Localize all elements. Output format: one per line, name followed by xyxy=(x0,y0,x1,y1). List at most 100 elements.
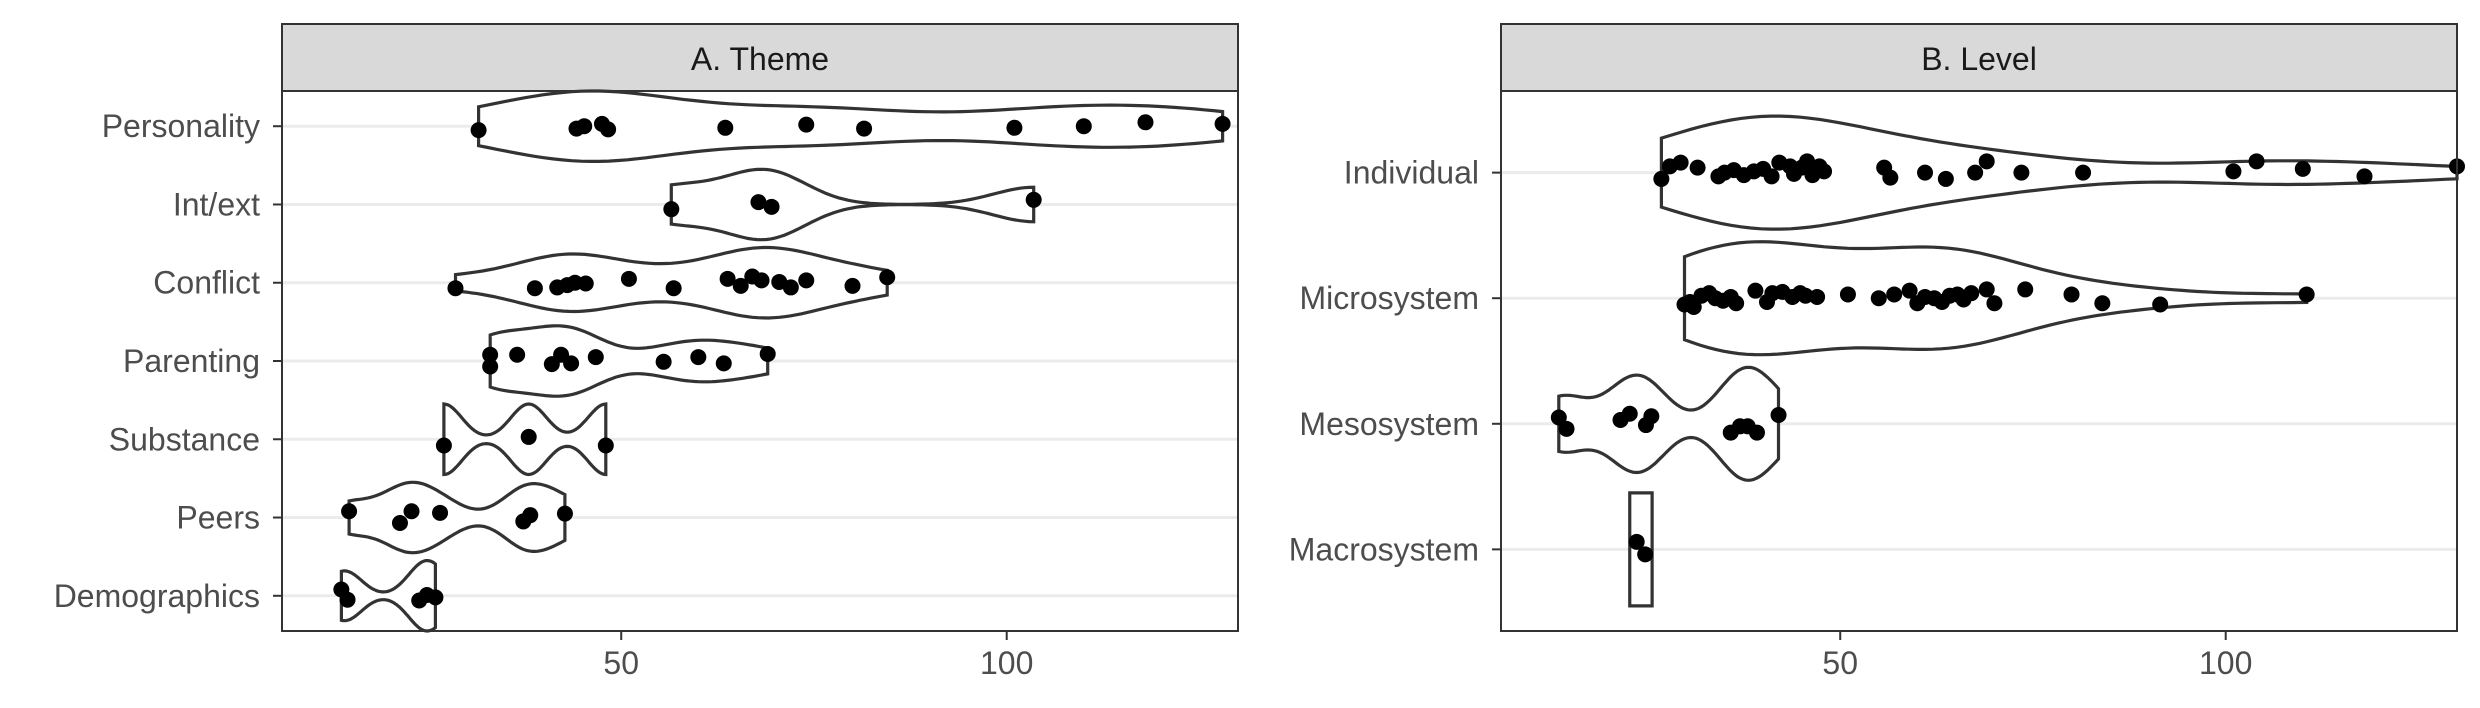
panel-title-theme: A. Theme xyxy=(691,41,829,77)
point-individual-31 xyxy=(2356,168,2373,185)
point-conflict-2 xyxy=(526,280,543,297)
point-individual-24 xyxy=(1967,164,1984,181)
point-microsystem-35 xyxy=(2152,296,2169,313)
point-mesosystem-10 xyxy=(1748,424,1765,441)
point-individual-3 xyxy=(1672,154,1689,171)
y-tick-label-individual: Individual xyxy=(1344,155,1479,191)
y-tick-label-mesosystem: Mesosystem xyxy=(1299,406,1479,442)
point-peers-1 xyxy=(341,503,358,520)
panel-theme: A. Theme 50 100 Personality Int/ext Conflict… xyxy=(54,23,1239,681)
point-microsystem-9 xyxy=(1728,295,1745,312)
point-conflict-16 xyxy=(844,277,861,294)
point-individual-11 xyxy=(1763,168,1780,185)
point-conflict-10 xyxy=(732,277,749,294)
point-personality-1 xyxy=(470,122,487,139)
point-microsystem-18 xyxy=(1839,286,1856,303)
point-parenting-3 xyxy=(509,346,526,363)
point-individual-26 xyxy=(2013,164,2030,181)
point-parenting-6 xyxy=(563,355,580,372)
x-tick-label-50: 50 xyxy=(603,645,639,681)
panel-title-level: B. Level xyxy=(1921,41,2037,77)
point-microsystem-20 xyxy=(1886,286,1903,303)
x-tick-label-100: 100 xyxy=(2199,645,2252,681)
point-macrosystem-1 xyxy=(1628,533,1645,550)
point-substance-2 xyxy=(520,428,537,445)
point-individual-1 xyxy=(1653,170,1670,187)
violin-parenting xyxy=(488,324,770,398)
point-microsystem-29 xyxy=(1963,285,1980,302)
point-conflict-6 xyxy=(577,275,594,292)
point-int-ext-2 xyxy=(750,194,767,211)
point-parenting-2 xyxy=(482,358,499,375)
point-individual-19 xyxy=(1816,163,1833,180)
x-tick-label-100: 100 xyxy=(980,645,1033,681)
point-parenting-7 xyxy=(587,349,604,366)
point-microsystem-21 xyxy=(1901,282,1918,299)
point-conflict-17 xyxy=(879,269,896,286)
point-personality-6 xyxy=(717,119,734,136)
point-mesosystem-2 xyxy=(1558,420,1575,437)
y-tick-label-substance: Substance xyxy=(109,421,260,457)
strip-level xyxy=(1500,23,2458,92)
point-int-ext-4 xyxy=(1025,191,1042,208)
point-conflict-15 xyxy=(798,272,815,289)
point-individual-30 xyxy=(2294,160,2311,177)
y-tick-label-conflict: Conflict xyxy=(153,265,260,301)
point-microsystem-31 xyxy=(1986,295,2003,312)
point-microsystem-30 xyxy=(1978,281,1995,298)
y-tick-label-int-ext: Int/ext xyxy=(173,186,260,222)
y-tick-label-personality: Personality xyxy=(102,108,260,144)
point-substance-3 xyxy=(597,437,614,454)
point-peers-3 xyxy=(403,503,420,520)
point-microsystem-17 xyxy=(1809,288,1826,305)
point-parenting-10 xyxy=(715,355,732,372)
point-personality-11 xyxy=(1137,114,1154,131)
point-demographics-2 xyxy=(339,591,356,608)
point-microsystem-36 xyxy=(2298,286,2315,303)
point-parenting-9 xyxy=(690,349,707,366)
y-tick-label-microsystem: Microsystem xyxy=(1299,280,1479,316)
point-parenting-8 xyxy=(655,353,672,370)
point-personality-10 xyxy=(1075,118,1092,135)
point-conflict-9 xyxy=(719,270,736,287)
y-tick-label-macrosystem: Macrosystem xyxy=(1289,531,1479,567)
panel-border-level xyxy=(1500,90,2458,632)
point-conflict-14 xyxy=(782,279,799,296)
point-int-ext-3 xyxy=(763,198,780,215)
point-macrosystem-2 xyxy=(1637,546,1654,563)
point-personality-9 xyxy=(1006,119,1023,136)
point-microsystem-19 xyxy=(1870,290,1887,307)
point-conflict-12 xyxy=(753,272,770,289)
violin-peers xyxy=(347,480,567,555)
point-individual-22 xyxy=(1917,164,1934,181)
violin-int-ext xyxy=(669,167,1036,242)
point-demographics-5 xyxy=(427,589,444,606)
point-microsystem-33 xyxy=(2063,286,2080,303)
point-mesosystem-6 xyxy=(1643,408,1660,425)
point-individual-28 xyxy=(2225,163,2242,180)
point-microsystem-32 xyxy=(2017,281,2034,298)
strip-theme xyxy=(281,23,1239,92)
point-peers-7 xyxy=(556,505,573,522)
y-tick-label-peers: Peers xyxy=(176,500,260,536)
point-individual-21 xyxy=(1882,169,1899,186)
panel-level: B. Level 50 100 Individual Microsystem Mesos… xyxy=(1289,23,2465,681)
x-tick-label-50: 50 xyxy=(1822,645,1858,681)
point-conflict-7 xyxy=(620,270,637,287)
point-individual-4 xyxy=(1689,159,1706,176)
point-substance-1 xyxy=(435,437,452,454)
point-microsystem-34 xyxy=(2094,295,2111,312)
y-tick-label-parenting: Parenting xyxy=(123,343,260,379)
point-microsystem-10 xyxy=(1747,282,1764,299)
point-conflict-8 xyxy=(665,280,682,297)
point-individual-27 xyxy=(2075,164,2092,181)
point-personality-5 xyxy=(600,121,617,138)
point-individual-29 xyxy=(2248,153,2265,170)
point-microsystem-3 xyxy=(1685,299,1702,315)
point-peers-4 xyxy=(432,504,449,521)
violin-personality xyxy=(477,89,1225,163)
point-peers-6 xyxy=(522,507,539,524)
violin-mesosystem xyxy=(1557,365,1781,482)
point-individual-23 xyxy=(1937,170,1954,187)
point-personality-3 xyxy=(576,118,593,135)
